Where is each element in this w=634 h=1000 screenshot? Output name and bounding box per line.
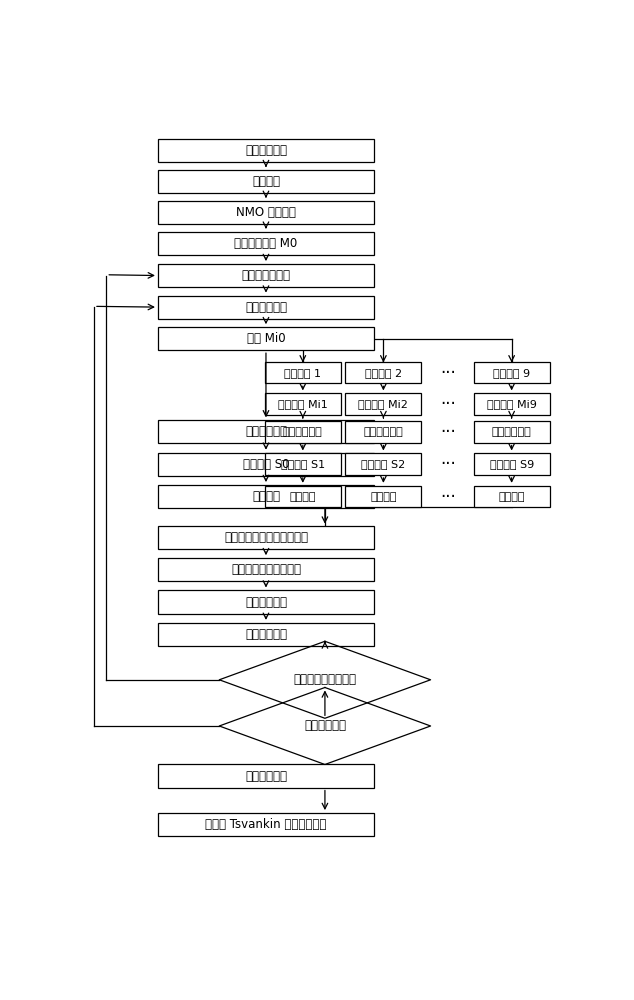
- Bar: [474, 453, 550, 475]
- Text: 是否结束反演: 是否结束反演: [304, 719, 346, 732]
- Text: 去噪处理: 去噪处理: [252, 175, 280, 188]
- Bar: [346, 486, 422, 507]
- Text: 转换为 Tsvankin 各向异性参数: 转换为 Tsvankin 各向异性参数: [205, 818, 327, 831]
- Bar: [158, 623, 374, 646]
- Text: 生成模型 Mi2: 生成模型 Mi2: [358, 399, 408, 409]
- Text: ···: ···: [440, 455, 456, 473]
- Text: 地震观测数据: 地震观测数据: [245, 144, 287, 157]
- Polygon shape: [219, 687, 430, 764]
- Text: 带通滤波: 带通滤波: [252, 490, 280, 503]
- Bar: [158, 526, 374, 549]
- Bar: [158, 170, 374, 193]
- Polygon shape: [219, 641, 430, 718]
- Text: ···: ···: [440, 423, 456, 441]
- Text: 是否结束反演当前层: 是否结束反演当前层: [294, 673, 356, 686]
- Text: 扰动参数 1: 扰动参数 1: [284, 368, 321, 378]
- Bar: [265, 393, 341, 415]
- Bar: [474, 421, 550, 443]
- Bar: [474, 486, 550, 507]
- Text: 模型 Mi0: 模型 Mi0: [247, 332, 285, 345]
- Bar: [265, 453, 341, 475]
- Bar: [346, 362, 422, 383]
- Text: 生成模型 Mi9: 生成模型 Mi9: [487, 399, 536, 409]
- Bar: [346, 453, 422, 475]
- Bar: [265, 486, 341, 507]
- Bar: [158, 764, 374, 788]
- Bar: [158, 420, 374, 443]
- Text: 共轭梯度优化算法反演: 共轭梯度优化算法反演: [231, 563, 301, 576]
- Text: 构建初始模型 M0: 构建初始模型 M0: [235, 237, 297, 250]
- Text: 生成新的模型: 生成新的模型: [245, 596, 287, 609]
- Bar: [158, 201, 374, 224]
- Text: 波场正演模拟: 波场正演模拟: [283, 427, 323, 437]
- Text: 扰动参数 9: 扰动参数 9: [493, 368, 530, 378]
- Text: 生成模型 Mi1: 生成模型 Mi1: [278, 399, 328, 409]
- Bar: [158, 813, 374, 836]
- Text: 带通滤波: 带通滤波: [290, 492, 316, 502]
- Bar: [474, 362, 550, 383]
- Text: 模型加载与更新: 模型加载与更新: [242, 269, 290, 282]
- Text: 波场正演模拟: 波场正演模拟: [245, 425, 287, 438]
- Bar: [158, 327, 374, 350]
- Text: 最终反演结果: 最终反演结果: [245, 770, 287, 783]
- Text: 带通滤波: 带通滤波: [370, 492, 397, 502]
- Bar: [474, 393, 550, 415]
- Text: 计算目标函数: 计算目标函数: [245, 628, 287, 641]
- Text: 波场误差矢量和雅克比矩阵: 波场误差矢量和雅克比矩阵: [224, 531, 308, 544]
- Text: 采用剥壳策略: 采用剥壳策略: [245, 301, 287, 314]
- Bar: [346, 393, 422, 415]
- Bar: [346, 421, 422, 443]
- Bar: [158, 453, 374, 476]
- Bar: [158, 558, 374, 581]
- Text: NMO 速度分析: NMO 速度分析: [236, 206, 296, 219]
- Text: 正演数据 S1: 正演数据 S1: [281, 459, 325, 469]
- Text: 波场正演模拟: 波场正演模拟: [492, 427, 531, 437]
- Text: 正演数据 S9: 正演数据 S9: [489, 459, 534, 469]
- Text: 扰动参数 2: 扰动参数 2: [365, 368, 402, 378]
- Bar: [265, 362, 341, 383]
- Text: ···: ···: [440, 488, 456, 506]
- Text: 波场正演模拟: 波场正演模拟: [363, 427, 403, 437]
- Bar: [158, 232, 374, 255]
- Bar: [158, 139, 374, 162]
- Text: 正演数据 S0: 正演数据 S0: [243, 458, 289, 471]
- Text: 带通滤波: 带通滤波: [498, 492, 525, 502]
- Bar: [158, 485, 374, 508]
- Text: ···: ···: [440, 395, 456, 413]
- Bar: [158, 590, 374, 614]
- Text: 正演数据 S2: 正演数据 S2: [361, 459, 406, 469]
- Bar: [265, 421, 341, 443]
- Bar: [158, 296, 374, 319]
- Bar: [158, 264, 374, 287]
- Text: ···: ···: [440, 364, 456, 382]
